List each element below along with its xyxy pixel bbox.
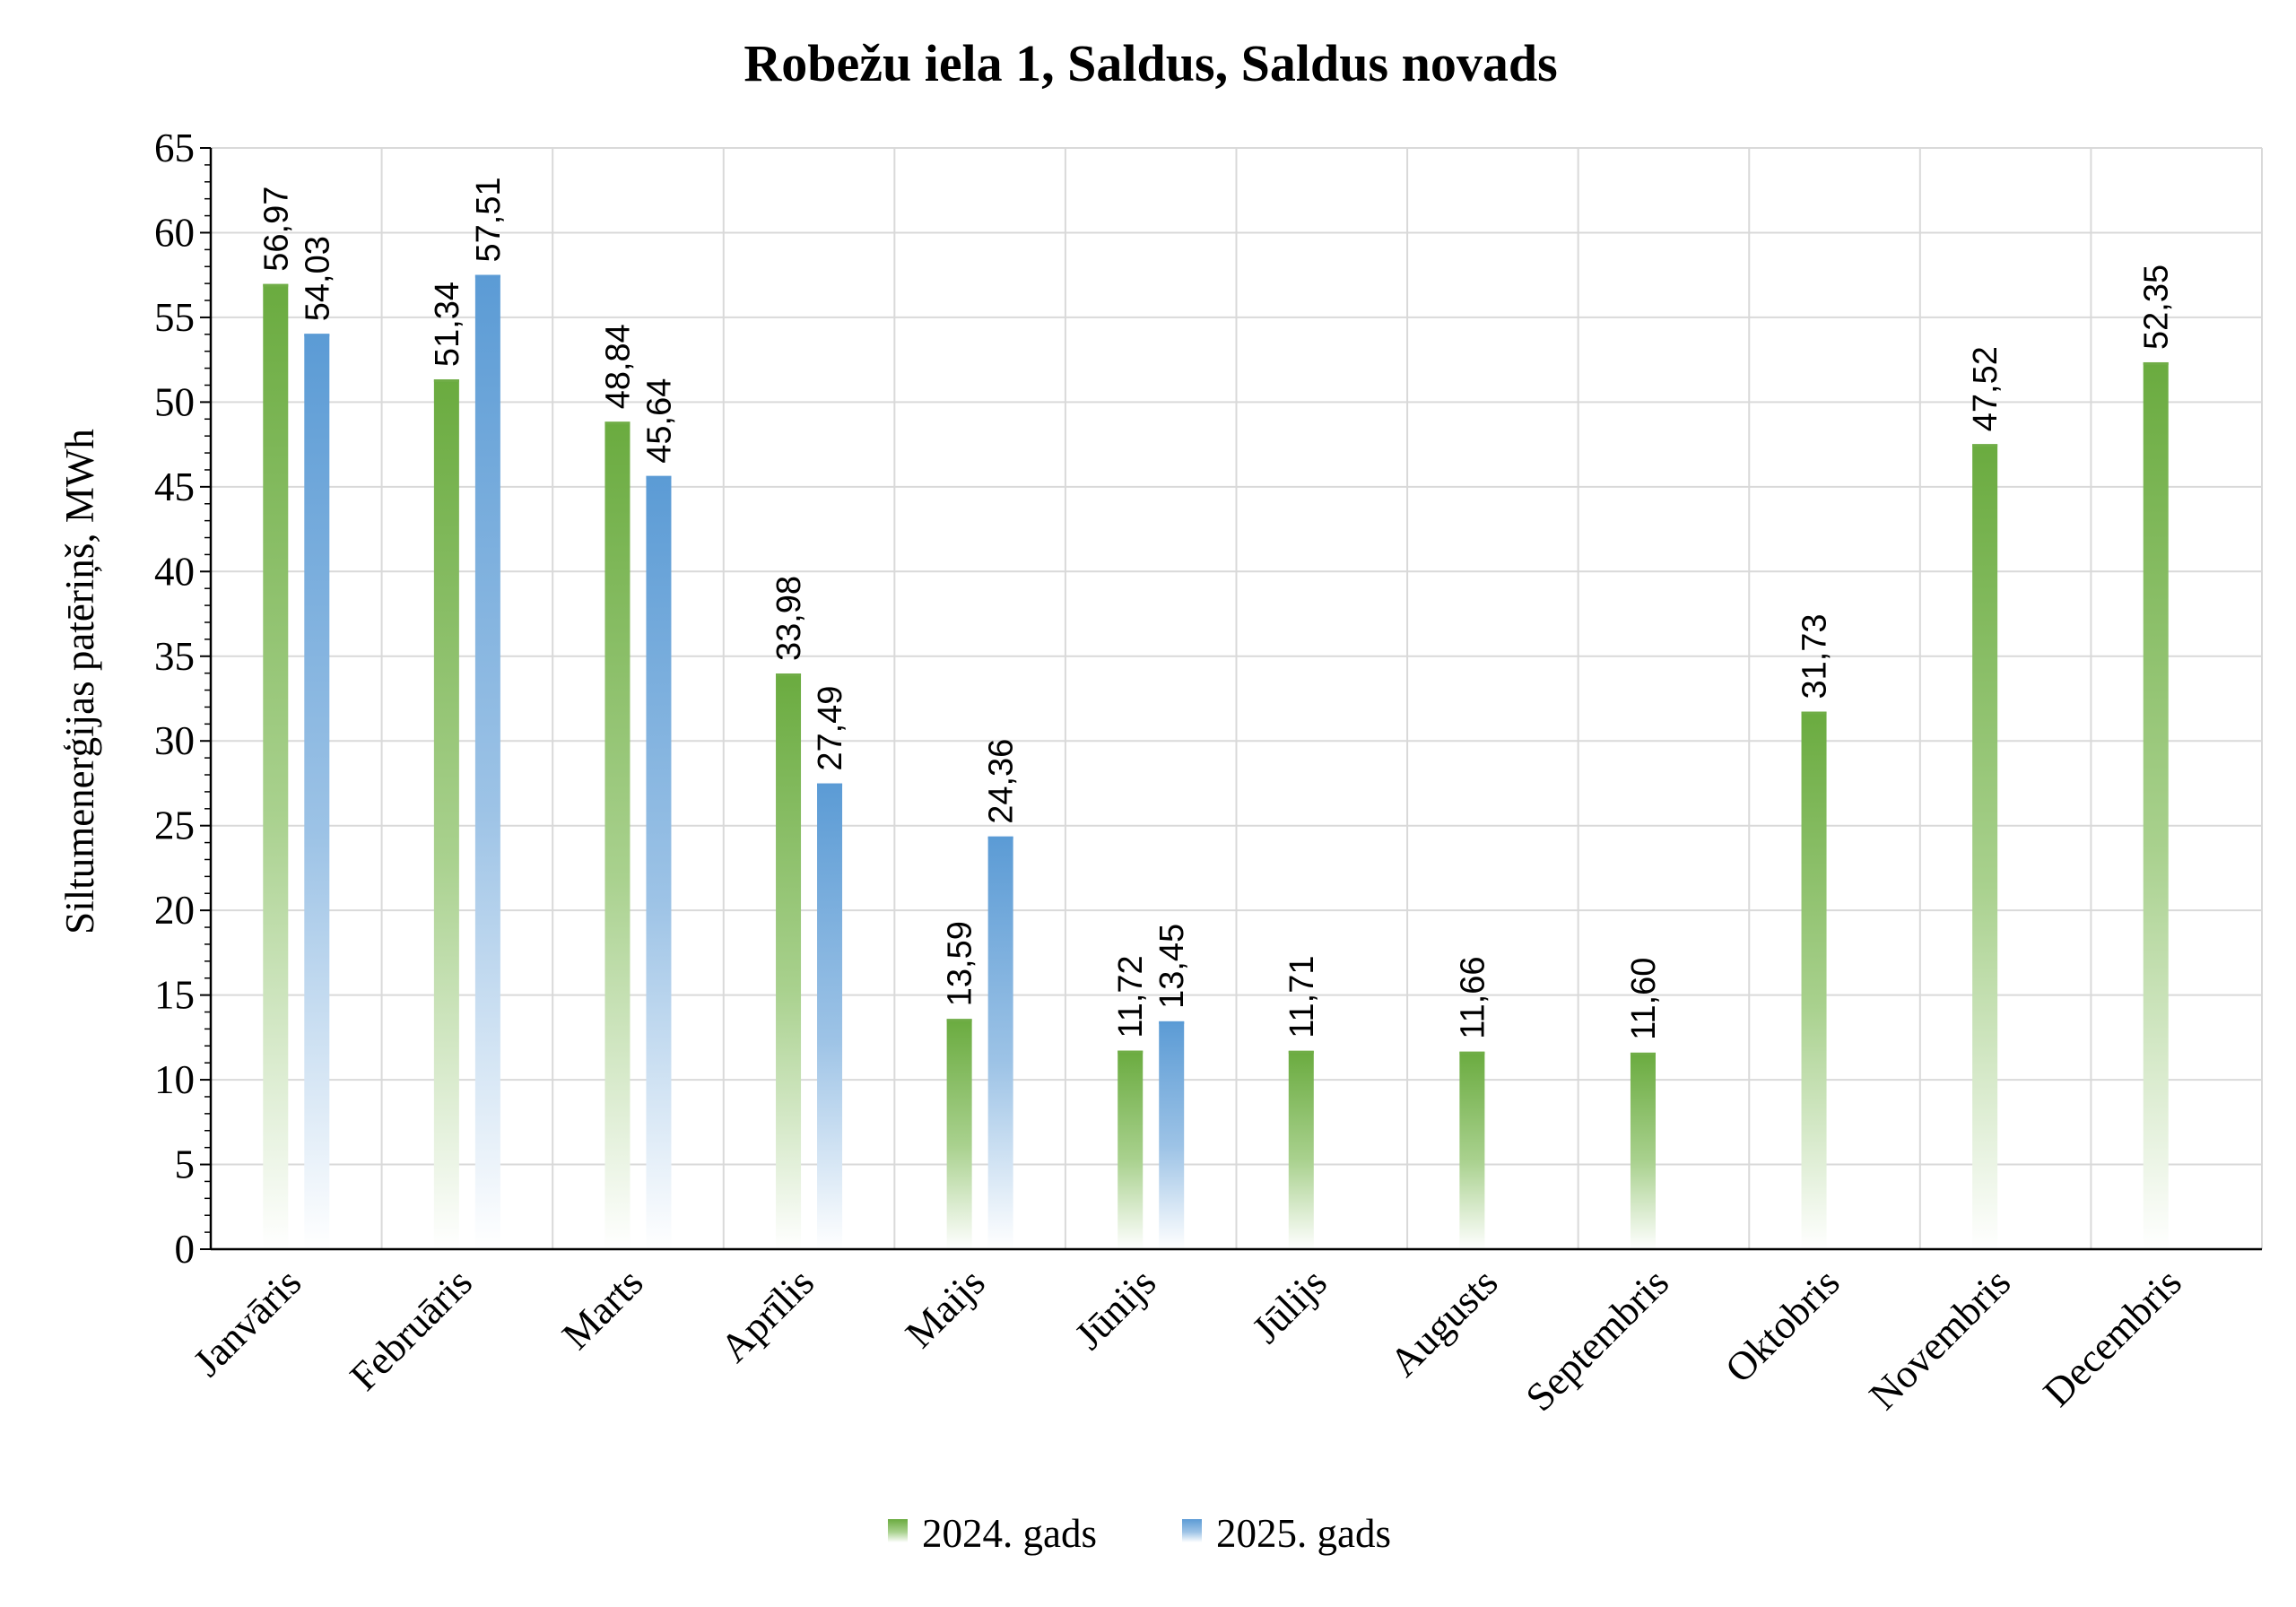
x-tick-label: Novembris	[1860, 1260, 2019, 1419]
bar-cap	[1118, 1050, 1144, 1054]
chart-title: Robežu iela 1, Saldus, Saldus novads	[744, 34, 1557, 92]
x-tick-label: Oktobris	[1717, 1260, 1848, 1392]
data-labels: 56,97 51,34 48,84 33,98 13,59 11,72 11,71 11,66…	[257, 177, 2175, 1039]
y-tick-label: 25	[154, 804, 195, 848]
y-tick-label: 30	[154, 718, 195, 763]
x-tick-label: Augusts	[1381, 1260, 1507, 1385]
gridlines	[210, 147, 2263, 1249]
bar-cap	[946, 1019, 972, 1022]
bar-series1	[1459, 1051, 1485, 1249]
data-label: 45,64	[640, 378, 678, 464]
bar-cap	[2143, 361, 2169, 365]
data-label: 57,51	[470, 177, 508, 262]
bar-series1	[433, 379, 459, 1249]
x-tick-label: Marts	[553, 1260, 652, 1359]
legend-label: 2025. gads	[1216, 1511, 1391, 1556]
bar-series1	[1288, 1050, 1314, 1249]
bar-series1	[604, 421, 631, 1249]
data-label: 13,45	[1153, 924, 1191, 1009]
y-tick-label: 40	[154, 549, 195, 594]
bar-series2	[474, 274, 500, 1249]
y-tick-label: 20	[154, 888, 195, 933]
bar-cap	[433, 379, 459, 383]
bar-cap	[263, 283, 289, 287]
data-label: 33,98	[770, 576, 808, 661]
y-tick-label: 5	[175, 1142, 196, 1187]
x-tick-label: Janvāris	[185, 1260, 310, 1385]
y-tick-label: 10	[154, 1057, 195, 1102]
legend: 2024. gads 2025. gads	[888, 1511, 1391, 1556]
x-tick-label: Decembris	[2035, 1260, 2190, 1415]
data-label: 31,73	[1796, 613, 1834, 699]
bar-series2	[646, 475, 672, 1249]
bar-cap	[1630, 1052, 1656, 1055]
y-axis-label: Siltumenerģijas patēriņš, MWh	[57, 429, 102, 934]
bar-series2	[1159, 1021, 1185, 1249]
bar-series1	[946, 1019, 972, 1249]
legend-label: 2024. gads	[922, 1511, 1097, 1556]
y-tick-label: 60	[154, 210, 195, 255]
data-label: 24,36	[983, 739, 1021, 824]
legend-swatch	[1182, 1519, 1202, 1542]
bar-series1	[1801, 711, 1827, 1249]
bar-cap	[304, 334, 330, 337]
bar-series1	[1972, 444, 1998, 1249]
bar-cap	[1159, 1021, 1185, 1024]
bar-cap	[817, 783, 843, 786]
x-tick-label: Jūnijs	[1066, 1260, 1165, 1359]
data-label: 11,66	[1454, 956, 1492, 1038]
y-tick-label: 35	[154, 634, 195, 679]
x-tick-label: Aprīlis	[711, 1260, 822, 1371]
data-label: 11,71	[1283, 955, 1321, 1038]
x-tick-label: Jūlijs	[1243, 1260, 1335, 1352]
bar-cap	[1288, 1050, 1314, 1054]
bar-cap	[776, 673, 802, 677]
bar-cap	[604, 421, 631, 425]
y-tick-label: 15	[154, 973, 195, 1018]
data-label: 13,59	[942, 921, 979, 1006]
y-tick-label: 55	[154, 295, 195, 340]
bar-series2	[987, 836, 1013, 1249]
bar-series1	[2143, 361, 2169, 1250]
data-label: 11,72	[1112, 955, 1150, 1038]
legend-swatch	[888, 1519, 908, 1542]
data-label: 11,60	[1625, 958, 1663, 1040]
bar-series1	[263, 283, 289, 1250]
bars	[263, 274, 2169, 1250]
y-tick-label: 65	[154, 126, 195, 170]
data-label: 54,03	[299, 236, 336, 321]
data-label: 48,84	[599, 324, 637, 409]
y-tick-label: 0	[175, 1227, 196, 1272]
data-label: 52,35	[2138, 265, 2176, 350]
bar-cap	[987, 836, 1013, 839]
bar-series2	[304, 334, 330, 1249]
y-tick-label: 50	[154, 379, 195, 424]
bar-cap	[1972, 444, 1998, 447]
bar-cap	[646, 475, 672, 479]
bar-series2	[817, 783, 843, 1249]
axes	[200, 147, 2262, 1251]
data-label: 47,52	[1967, 346, 2005, 431]
x-tick-label: Februāris	[341, 1260, 481, 1400]
bar-series1	[1630, 1052, 1656, 1249]
data-label: 51,34	[429, 282, 466, 367]
bar-series1	[1118, 1050, 1144, 1249]
bar-cap	[1801, 711, 1827, 715]
bar-cap	[1459, 1051, 1485, 1055]
data-label: 27,49	[812, 686, 849, 771]
x-tick-label: Septembris	[1517, 1260, 1677, 1420]
bar-cap	[474, 274, 500, 278]
y-tick-label: 45	[154, 465, 195, 509]
x-tick-label: Maijs	[897, 1260, 994, 1357]
data-label: 56,97	[257, 187, 295, 272]
bar-series1	[776, 673, 802, 1249]
